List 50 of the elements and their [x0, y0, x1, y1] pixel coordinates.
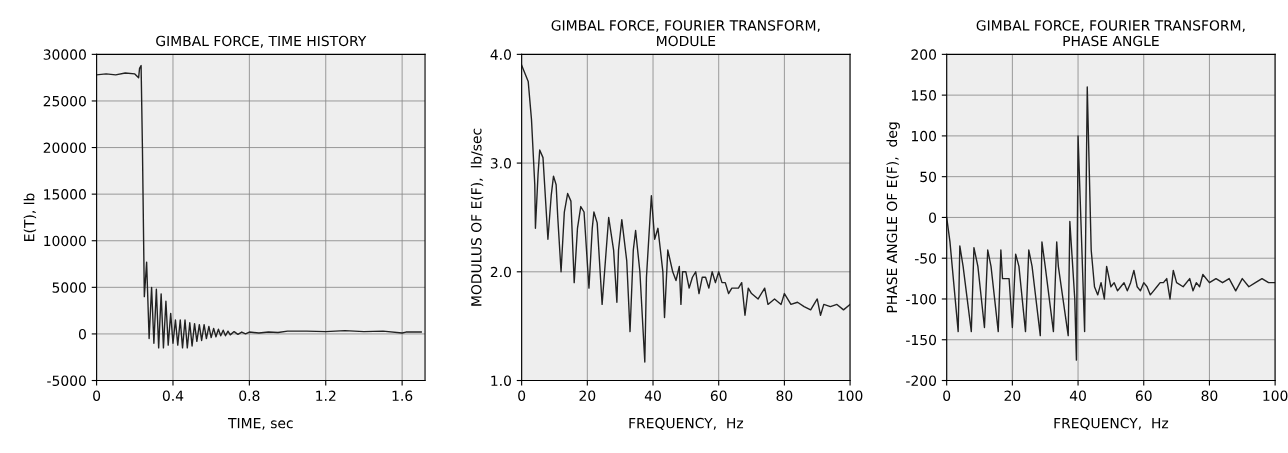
line-series: [521, 64, 851, 363]
x-tick-label: 80: [776, 390, 793, 401]
line-series: [946, 86, 1276, 361]
y-tick-label: 1.0: [491, 375, 511, 386]
y-tick-label: 5000: [52, 282, 86, 293]
x-tick-label: 40: [644, 390, 661, 401]
y-tick-label: -200: [906, 375, 937, 386]
chart-title: GIMBAL FORCE, TIME HISTORY: [156, 35, 367, 48]
x-tick-label: 60: [710, 390, 727, 401]
x-axis-title: TIME, sec: [227, 418, 293, 430]
y-tick-label: 20000: [43, 142, 86, 154]
x-tick-label: 0: [518, 390, 526, 401]
y-axis-title: MODULUS OF E(F), lb/sec: [470, 128, 484, 306]
x-axis-title: FREQUENCY, Hz: [629, 417, 744, 430]
y-tick-label: 200: [911, 49, 937, 60]
x-tick-label: 40: [1069, 390, 1086, 401]
line-series: [96, 64, 422, 349]
y-tick-label: 25000: [43, 95, 86, 107]
y-tick-label: 50: [920, 171, 937, 183]
chart-title: GIMBAL FORCE, FOURIER TRANSFORM, PHASE ANGLE: [976, 20, 1245, 47]
x-tick-label: 0.8: [239, 390, 260, 401]
y-tick-label: 0: [78, 328, 86, 340]
y-axis-title: E(T), lb: [23, 193, 37, 241]
x-tick-label: 20: [1004, 390, 1021, 401]
y-tick-label: 10000: [44, 235, 86, 247]
y-tick-label: 3.0: [490, 158, 511, 169]
x-tick-label: 100: [838, 390, 863, 401]
x-axis-title: FREQUENCY, Hz: [1054, 417, 1169, 430]
chart-title: GIMBAL FORCE, FOURIER TRANSFORM, MODULE: [551, 20, 820, 47]
x-tick-label: 1.2: [316, 390, 336, 401]
x-tick-label: 20: [579, 390, 596, 401]
y-tick-label: 4.0: [490, 49, 511, 60]
x-tick-label: 0.4: [162, 390, 184, 401]
y-tick-label: 30000: [43, 49, 86, 60]
y-tick-label: 15000: [44, 189, 86, 200]
x-tick-label: 100: [1263, 390, 1288, 401]
x-tick-label: 0: [943, 390, 951, 401]
y-axis-title: PHASE ANGLE OF E(F), deg: [886, 122, 900, 313]
x-tick-label: 80: [1201, 390, 1218, 401]
y-tick-label: 0: [929, 212, 937, 223]
y-tick-label: -100: [906, 293, 937, 305]
y-tick-label: 150: [911, 90, 937, 101]
x-tick-label: 1.6: [392, 390, 413, 401]
y-tick-label: -5000: [47, 375, 86, 386]
y-tick-label: -50: [914, 253, 937, 264]
x-tick-label: 0: [93, 390, 101, 401]
x-tick-label: 60: [1135, 390, 1152, 401]
y-tick-label: -150: [906, 334, 937, 346]
y-tick-label: 2.0: [490, 266, 511, 278]
y-tick-label: 100: [911, 130, 937, 142]
